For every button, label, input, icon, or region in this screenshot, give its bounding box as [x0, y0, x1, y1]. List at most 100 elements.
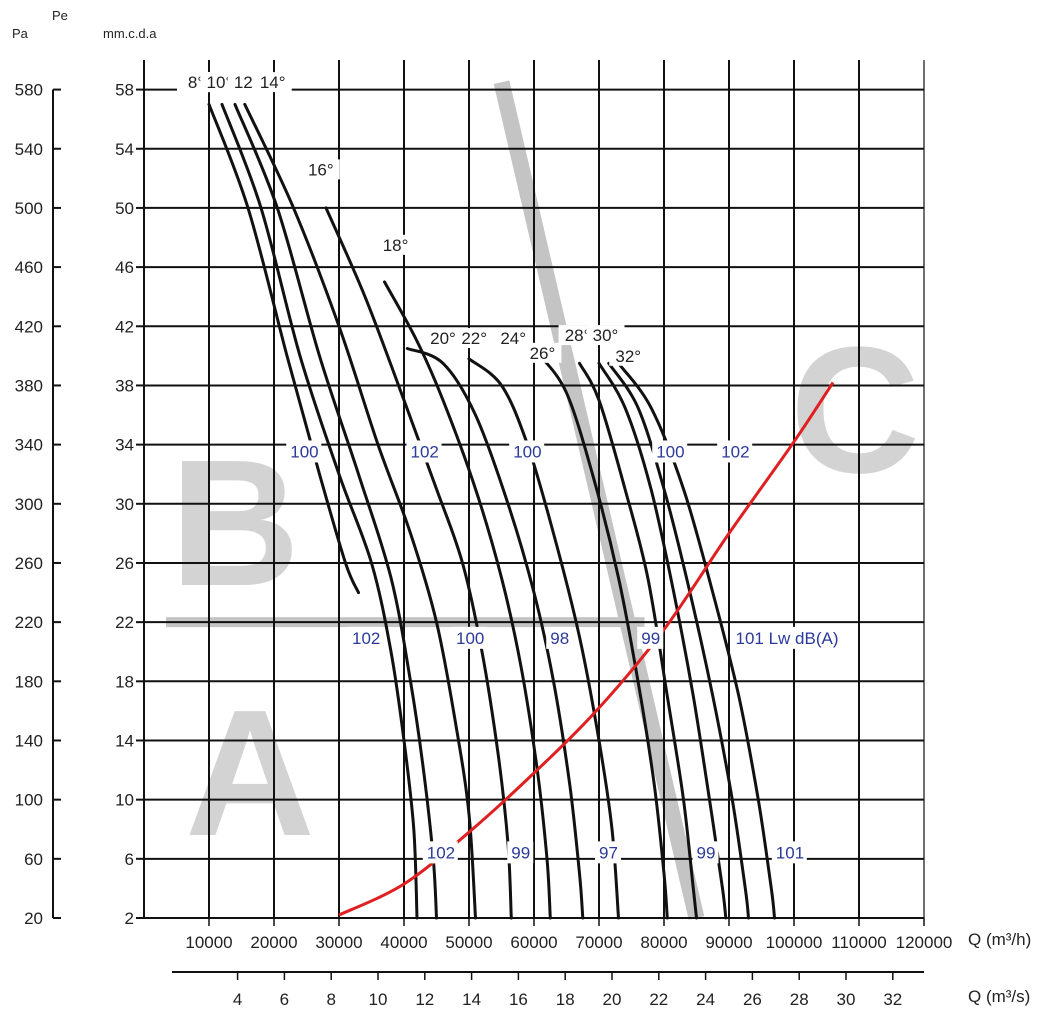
noise-label-12: 99: [511, 843, 530, 862]
noise-label-7: 100: [456, 629, 484, 648]
x-tick-label-m3h: 10000: [185, 933, 232, 952]
noise-label-11: 102: [427, 843, 455, 862]
pa-tick-label: 340: [15, 436, 43, 455]
angle-label-8: 22°: [461, 329, 487, 348]
angle-label-11: 28°: [565, 326, 591, 345]
mmcda-tick-label: 22: [115, 613, 134, 632]
x-tick-label-m3s: 32: [883, 990, 902, 1009]
pa-tick-label: 180: [15, 672, 43, 691]
mmcda-unit-label: mm.c.d.a: [103, 26, 157, 41]
noise-label-bg: [422, 841, 458, 864]
mmcda-tick-label: 14: [115, 731, 134, 750]
mmcda-tick-label: 30: [115, 495, 134, 514]
angle-label-3: 12°: [234, 73, 260, 92]
noise-label-bg: [406, 440, 442, 463]
angle-label-1: 8°: [188, 73, 204, 92]
pa-tick-label: 140: [15, 731, 43, 750]
mmcda-tick-label: 2: [125, 909, 134, 928]
x-tick-label-m3s: 24: [696, 990, 715, 1009]
mmcda-tick-label: 6: [125, 850, 134, 869]
fan-curve-2: [220, 102, 419, 920]
noise-label-10: 101 Lw dB(A): [736, 629, 839, 648]
x-tick-label-m3s: 18: [556, 990, 575, 1009]
pa-tick-label: 380: [15, 376, 43, 395]
pa-tick-label: 540: [15, 140, 43, 159]
x-tick-label-m3s: 20: [603, 990, 622, 1009]
noise-label-bg: [507, 841, 534, 864]
fan-curve-7: [405, 347, 585, 920]
noise-label-bg: [546, 626, 573, 649]
fan-curve-11: [597, 361, 728, 920]
zone-letters: AB C: [170, 310, 920, 874]
mmcda-tick-label: 54: [115, 140, 134, 159]
noise-label-3: 100: [513, 442, 541, 461]
noise-label-13: 97: [599, 843, 618, 862]
noise-label-6: 102: [352, 629, 380, 648]
fan-curve-5: [324, 206, 513, 920]
x-tick-label-m3s: 30: [837, 990, 856, 1009]
x-tick-label-m3h: 40000: [380, 933, 427, 952]
system-curve-line: [338, 381, 835, 917]
pa-tick-label: 20: [24, 909, 43, 928]
mmcda-tick-label: 26: [115, 554, 134, 573]
x-tick-label-m3h: 50000: [445, 933, 492, 952]
x-tick-label-m3h: 30000: [315, 933, 362, 952]
noise-label-bg: [637, 626, 664, 649]
noise-label-bg: [771, 841, 807, 864]
x-tick-label-m3s: 22: [649, 990, 668, 1009]
noise-label-1: 100: [290, 442, 318, 461]
x-tick-label-m3s: 12: [415, 990, 434, 1009]
curve-labels: 8° 10° 12° 14° 16° 18° 20° 22° 24°26° 28° 30° 32° 10…: [177, 72, 848, 864]
angle-label-bg: [609, 345, 648, 366]
angle-label-12: 30°: [593, 326, 619, 345]
mmcda-tick-label: 50: [115, 199, 134, 218]
noise-label-bg: [731, 626, 848, 649]
x-tick-label-m3h: 60000: [510, 933, 557, 952]
noise-label-bg: [452, 626, 487, 649]
angle-label-13: 32°: [615, 347, 641, 366]
x-axis-label-m3h: Q (m³/h): [968, 930, 1031, 949]
x-tick-label-m3h: 110000: [831, 933, 886, 952]
x-tick-label-m3s: 16: [509, 990, 528, 1009]
angle-label-7: 20°: [430, 329, 456, 348]
x-tick-label-m3s: 8: [326, 990, 335, 1009]
pa-tick-label: 580: [15, 81, 43, 100]
zone-letter-c: C: [790, 310, 920, 511]
mmcda-tick-label: 38: [115, 376, 134, 395]
fan-curve-12: [607, 361, 750, 920]
mmcda-tick-label: 34: [115, 436, 134, 455]
noise-label-15: 101: [776, 843, 804, 862]
fan-curves: [207, 102, 776, 920]
pa-tick-label: 220: [15, 613, 43, 632]
x-tick-label-m3s: 10: [369, 990, 388, 1009]
angle-label-9: 24°: [500, 329, 526, 348]
angle-label-bg: [455, 328, 494, 349]
pa-unit-label: Pa: [12, 26, 29, 41]
angle-label-10: 26°: [530, 344, 556, 363]
noise-label-9: 99: [641, 629, 660, 648]
system-curve: [338, 381, 835, 917]
pa-tick-label: 100: [15, 791, 43, 810]
pa-tick-label: 420: [15, 317, 43, 336]
noise-label-4: 100: [656, 442, 684, 461]
angle-label-bg: [586, 325, 625, 346]
x-tick-label-m3s: 6: [280, 990, 289, 1009]
fan-curve-1: [207, 102, 360, 595]
x-tick-label-m3s: 26: [743, 990, 762, 1009]
pa-tick-label: 500: [15, 199, 43, 218]
x-tick-label-m3h: 120000: [896, 933, 953, 952]
angle-label-bg: [301, 159, 340, 180]
fan-curve-13: [617, 361, 776, 920]
angle-label-5: 16°: [308, 160, 334, 179]
angle-label-bg: [523, 342, 562, 363]
x-tick-label-m3h: 90000: [705, 933, 752, 952]
pa-tick-label: 60: [24, 850, 43, 869]
zone-letter-a: A: [185, 673, 315, 874]
angle-label-bg: [424, 328, 462, 349]
mmcda-tick-label: 58: [115, 81, 134, 100]
x-tick-label-m3h: 80000: [640, 933, 687, 952]
noise-label-14: 99: [697, 843, 716, 862]
x-axis-label-m3s: Q (m³/s): [968, 987, 1030, 1006]
noise-label-bg: [595, 841, 621, 864]
